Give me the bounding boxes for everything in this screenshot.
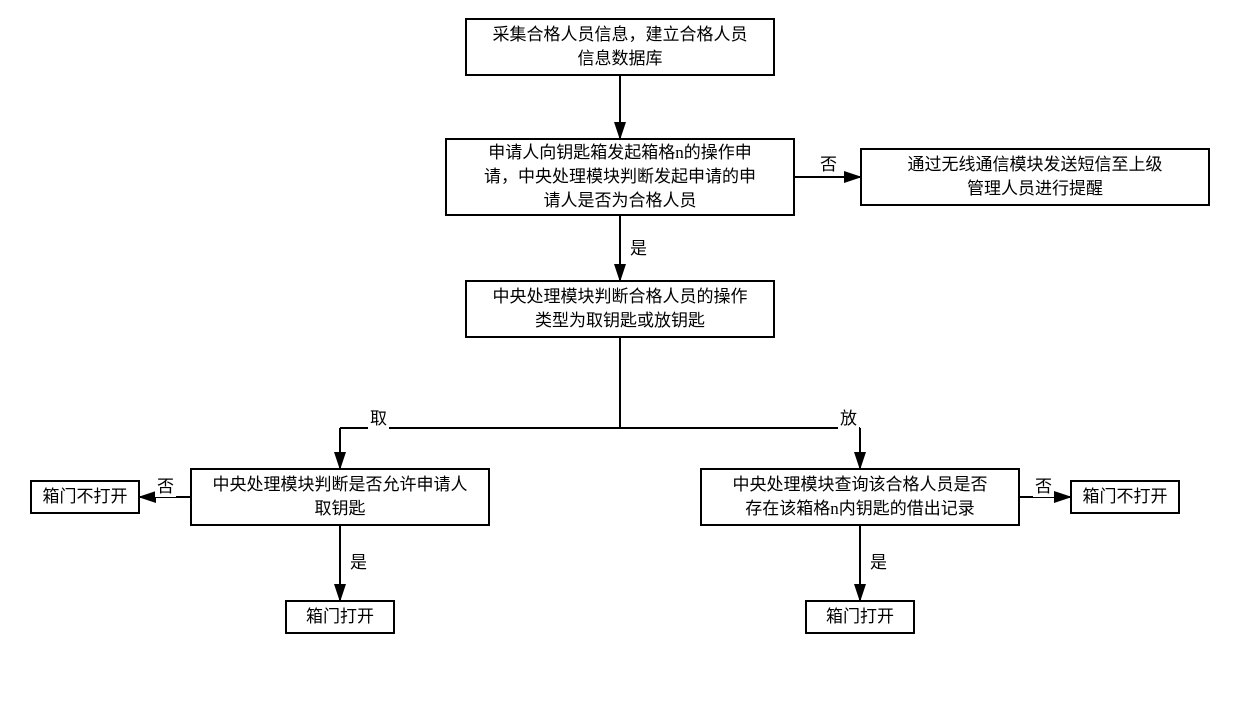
node-door-not-open-right: 箱门不打开: [1070, 480, 1180, 514]
node-text: 采集合格人员信息，建立合格人员信息数据库: [493, 23, 748, 71]
node-collect-info: 采集合格人员信息，建立合格人员信息数据库: [465, 18, 775, 76]
node-text: 箱门打开: [826, 605, 894, 629]
node-text: 箱门不打开: [43, 485, 128, 509]
node-text: 箱门不打开: [1083, 485, 1168, 509]
node-text: 中央处理模块判断是否允许申请人取钥匙: [213, 473, 468, 521]
edge-label-yes-1: 是: [628, 234, 649, 259]
edge-label-yes-2: 是: [348, 548, 369, 573]
edge-label-yes-3: 是: [868, 548, 889, 573]
node-door-open-right: 箱门打开: [805, 600, 915, 634]
node-op-type: 中央处理模块判断合格人员的操作类型为取钥匙或放钥匙: [465, 280, 775, 338]
edge-label-no-3: 否: [1033, 472, 1054, 497]
node-allow-take: 中央处理模块判断是否允许申请人取钥匙: [190, 468, 490, 526]
edge-label-no-1: 否: [818, 150, 839, 175]
node-text: 中央处理模块判断合格人员的操作类型为取钥匙或放钥匙: [493, 285, 748, 333]
node-text: 通过无线通信模块发送短信至上级管理人员进行提醒: [908, 153, 1163, 201]
edge-label-no-2: 否: [155, 472, 176, 497]
edge-label-take: 取: [368, 404, 389, 429]
node-sms-alert: 通过无线通信模块发送短信至上级管理人员进行提醒: [860, 148, 1210, 206]
node-check-borrow-record: 中央处理模块查询该合格人员是否存在该箱格n内钥匙的借出记录: [700, 468, 1020, 526]
node-door-not-open-left: 箱门不打开: [30, 480, 140, 514]
node-applicant-request: 申请人向钥匙箱发起箱格n的操作申请，中央处理模块判断发起申请的申请人是否为合格人…: [445, 138, 795, 216]
node-text: 箱门打开: [306, 605, 374, 629]
node-door-open-left: 箱门打开: [285, 600, 395, 634]
flowchart-edges: [0, 0, 1240, 720]
node-text: 中央处理模块查询该合格人员是否存在该箱格n内钥匙的借出记录: [733, 473, 988, 521]
node-text: 申请人向钥匙箱发起箱格n的操作申请，中央处理模块判断发起申请的申请人是否为合格人…: [484, 141, 756, 212]
edge-label-put: 放: [838, 404, 859, 429]
